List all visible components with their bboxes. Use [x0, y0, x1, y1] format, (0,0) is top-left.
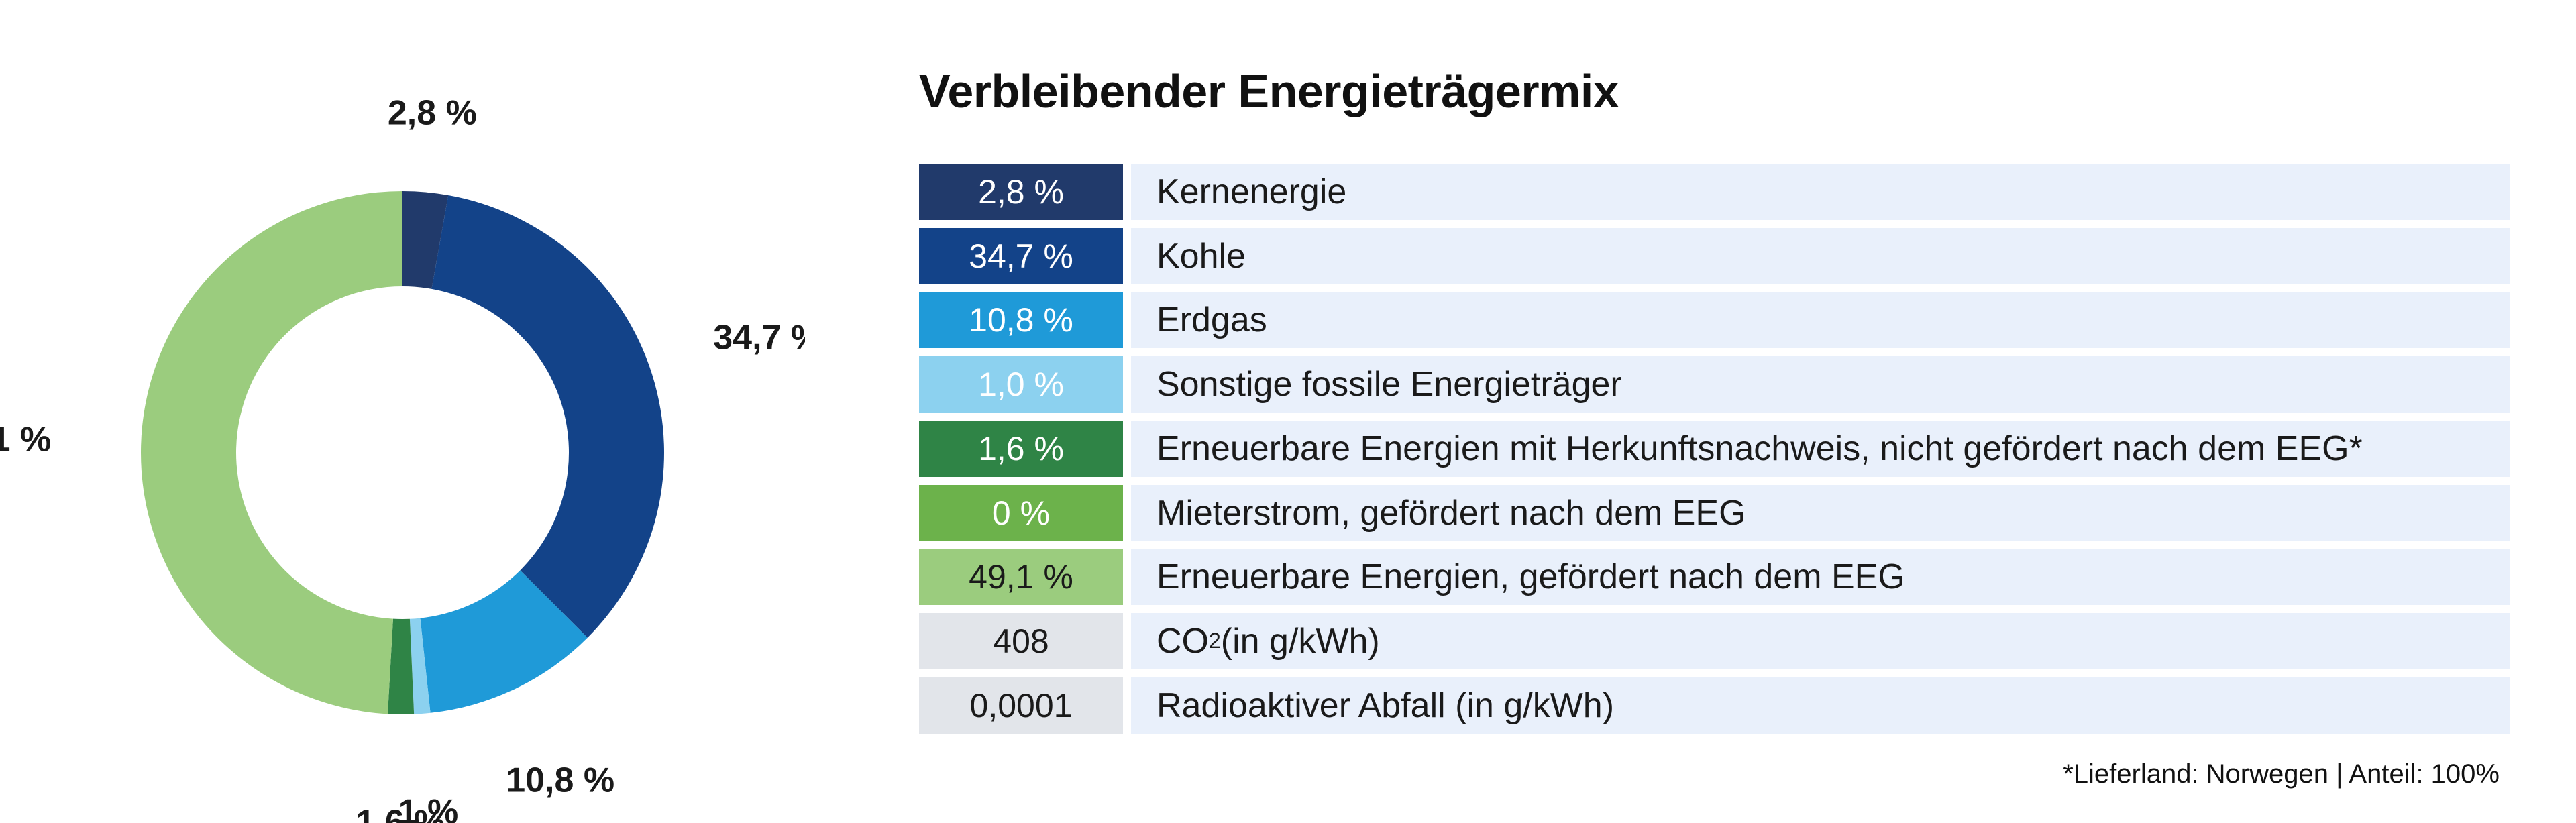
- slice-label-6: 49,1 %: [0, 420, 51, 459]
- legend-label: CO 2 (in g/kWh): [1131, 612, 2510, 669]
- legend-gap: [1123, 612, 1131, 669]
- legend-gap: [1123, 292, 1131, 349]
- legend-value: 1,6 %: [919, 420, 1123, 477]
- legend-row-1: 34,7 % Kohle: [919, 227, 2510, 284]
- legend-row-5: 0 % Mieterstrom, gefördert nach dem EEG: [919, 484, 2510, 541]
- legend-gap: [1123, 227, 1131, 284]
- chart-title: Verbleibender Energieträgermix: [919, 65, 1619, 117]
- legend-row-0: 2,8 % Kernenergie: [919, 164, 2510, 220]
- legend-row-extra-1: 0,0001 Radioaktiver Abfall (in g/kWh): [919, 677, 2510, 734]
- legend-label: Erdgas: [1131, 292, 2510, 349]
- slice-label-0: 2,8 %: [388, 94, 477, 133]
- legend-row-2: 10,8 % Erdgas: [919, 292, 2510, 349]
- legend-row-extra-0: 408 CO 2 (in g/kWh): [919, 612, 2510, 669]
- legend-label: Kohle: [1131, 227, 2510, 284]
- donut-slice-3: [409, 618, 431, 714]
- legend-gap: [1123, 420, 1131, 477]
- donut-slice-0: [402, 191, 449, 289]
- legend-value: 408: [919, 612, 1123, 669]
- legend-row-6: 49,1 % Erneuerbare Energien, gefördert na…: [919, 549, 2510, 606]
- legend-label: Radioaktiver Abfall (in g/kWh): [1131, 677, 2510, 734]
- footnote: *Lieferland: Norwegen | Anteil: 100%: [2063, 759, 2500, 789]
- legend-gap: [1123, 677, 1131, 734]
- legend-gap: [1123, 549, 1131, 606]
- legend-value: 0 %: [919, 484, 1123, 541]
- legend-value: 2,8 %: [919, 164, 1123, 220]
- legend-gap: [1123, 164, 1131, 220]
- donut-slice-4: [387, 618, 415, 714]
- legend-value: 0,0001: [919, 677, 1123, 734]
- legend-label: Sonstige fossile Energieträger: [1131, 356, 2510, 413]
- donut-chart: 2,8 % 34,7 % 10,8 % 1 %1,6 % 49,1 %: [0, 94, 805, 823]
- legend-value: 34,7 %: [919, 227, 1123, 284]
- slice-label-1: 34,7 %: [713, 319, 805, 358]
- slice-label-2: 10,8 %: [506, 761, 614, 800]
- legend-gap: [1123, 484, 1131, 541]
- donut-slice-6: [141, 191, 402, 714]
- legend-row-4: 1,6 % Erneuerbare Energien mit Herkunftsn…: [919, 420, 2510, 477]
- slice-label-3: 1 %: [398, 792, 459, 823]
- legend-label: Kernenergie: [1131, 164, 2510, 220]
- donut-slice-2: [420, 570, 588, 713]
- legend-row-3: 1,0 % Sonstige fossile Energieträger: [919, 356, 2510, 413]
- legend-value: 10,8 %: [919, 292, 1123, 349]
- slice-label-4: 1,6 %: [356, 804, 445, 823]
- legend-value: 1,0 %: [919, 356, 1123, 413]
- subscript: 2: [1209, 628, 1221, 653]
- donut-slice-1: [431, 195, 665, 638]
- legend-gap: [1123, 356, 1131, 413]
- legend-label: Erneuerbare Energien, gefördert nach dem…: [1131, 549, 2510, 606]
- legend-label: Mieterstrom, gefördert nach dem EEG: [1131, 484, 2510, 541]
- legend-label: Erneuerbare Energien mit Herkunftsnachwe…: [1131, 420, 2510, 477]
- legend-value: 49,1 %: [919, 549, 1123, 606]
